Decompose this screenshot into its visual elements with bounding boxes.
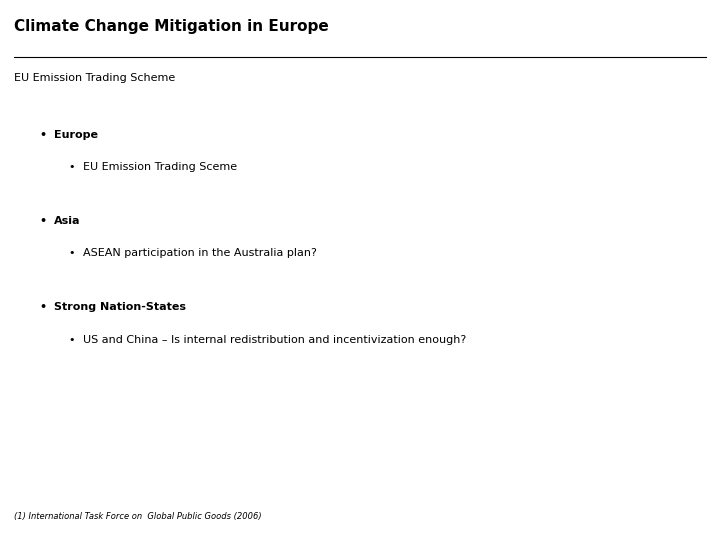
Text: EU Emission Trading Sceme: EU Emission Trading Sceme bbox=[83, 162, 237, 172]
Text: •: • bbox=[40, 302, 47, 313]
Text: (1) International Task Force on  Global Public Goods (2006): (1) International Task Force on Global P… bbox=[14, 512, 262, 521]
Text: Strong Nation-States: Strong Nation-States bbox=[54, 302, 186, 313]
Text: •: • bbox=[40, 130, 47, 140]
Text: •: • bbox=[68, 248, 75, 259]
Text: •: • bbox=[68, 335, 75, 345]
Text: EU Emission Trading Scheme: EU Emission Trading Scheme bbox=[14, 73, 176, 83]
Text: US and China – Is internal redistribution and incentivization enough?: US and China – Is internal redistributio… bbox=[83, 335, 466, 345]
Text: •: • bbox=[40, 216, 47, 226]
Text: Europe: Europe bbox=[54, 130, 98, 140]
Text: •: • bbox=[68, 162, 75, 172]
Text: ASEAN participation in the Australia plan?: ASEAN participation in the Australia pla… bbox=[83, 248, 317, 259]
Text: Climate Change Mitigation in Europe: Climate Change Mitigation in Europe bbox=[14, 19, 329, 34]
Text: Asia: Asia bbox=[54, 216, 81, 226]
